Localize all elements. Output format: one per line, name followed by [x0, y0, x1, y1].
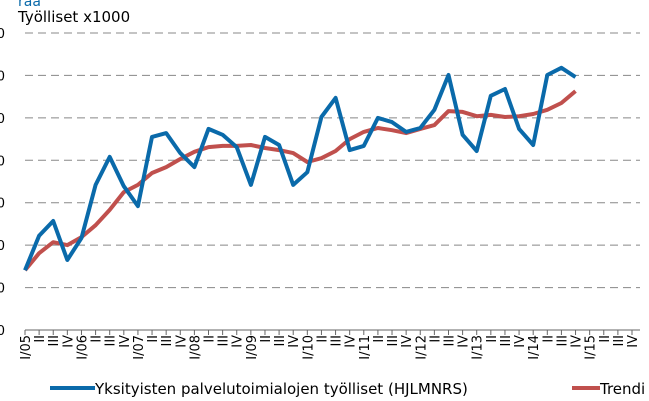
- x-tick-label: I/14: [527, 335, 542, 360]
- x-tick-label: III: [160, 335, 175, 347]
- x-tick-label: III: [555, 335, 570, 347]
- x-tick-label: I/07: [132, 335, 147, 360]
- y-tick-label: 580: [0, 324, 5, 339]
- x-tick-label: III: [386, 335, 401, 347]
- x-tick-label: IV: [570, 335, 585, 348]
- x-tick-label: II: [428, 335, 443, 343]
- x-tick-label: I/08: [188, 335, 203, 360]
- x-tick-label: III: [47, 335, 62, 347]
- x-tick-label: I/09: [245, 335, 260, 360]
- x-tick-label: III: [330, 335, 345, 347]
- x-tick-label: IV: [400, 335, 415, 348]
- x-tick-label: III: [612, 335, 627, 347]
- y-tick-label: 620: [0, 154, 5, 169]
- x-tick-label: III: [442, 335, 457, 347]
- x-tick-label: I/06: [75, 335, 90, 360]
- x-tick-label: II: [372, 335, 387, 343]
- x-tick-label: II: [315, 335, 330, 343]
- y-tick-label: 630: [0, 112, 5, 127]
- y-tick-label: 600: [0, 239, 5, 254]
- x-tick-label: II: [203, 335, 218, 343]
- x-tick-label: IV: [457, 335, 472, 348]
- legend-label: Trendi: [599, 380, 645, 398]
- x-tick-label: IV: [174, 335, 189, 348]
- x-tick-label: IV: [231, 335, 246, 348]
- series-line: [23, 65, 577, 271]
- x-tick-label: III: [273, 335, 288, 347]
- x-tick-label: I/05: [19, 335, 34, 360]
- y-tick-label: 650: [0, 27, 5, 42]
- x-tick-label: IV: [61, 335, 76, 348]
- x-tick-label: I/11: [358, 335, 373, 360]
- x-tick-label: IV: [118, 335, 133, 348]
- x-tick-label: IV: [513, 335, 528, 348]
- x-tick-label: II: [259, 335, 274, 343]
- x-tick-label: I/10: [301, 335, 316, 360]
- legend-label: Yksityisten palvelutoimialojen työlliset…: [94, 380, 468, 398]
- x-tick-label: II: [485, 335, 500, 343]
- y-tick-label: 610: [0, 197, 5, 212]
- x-tick-label: II: [33, 335, 48, 343]
- x-tick-label: I/15: [584, 335, 599, 360]
- x-tick-label: IV: [344, 335, 359, 348]
- x-tick-label: II: [90, 335, 105, 343]
- x-tick-label: II: [146, 335, 161, 343]
- x-tick-label: I/12: [414, 335, 429, 360]
- x-tick-label: III: [499, 335, 514, 347]
- x-tick-label: II: [598, 335, 613, 343]
- y-tick-label: 590: [0, 282, 5, 297]
- chart-title: raa: [18, 0, 41, 10]
- x-tick-label: I/13: [471, 335, 486, 360]
- x-tick-label: IV: [287, 335, 302, 348]
- y-axis-label: Työlliset x1000: [17, 8, 130, 26]
- x-tick-label: IV: [626, 335, 641, 348]
- x-tick-label: III: [217, 335, 232, 347]
- y-tick-label: 640: [0, 69, 5, 84]
- x-tick-label: II: [541, 335, 556, 343]
- x-tick-label: III: [104, 335, 119, 347]
